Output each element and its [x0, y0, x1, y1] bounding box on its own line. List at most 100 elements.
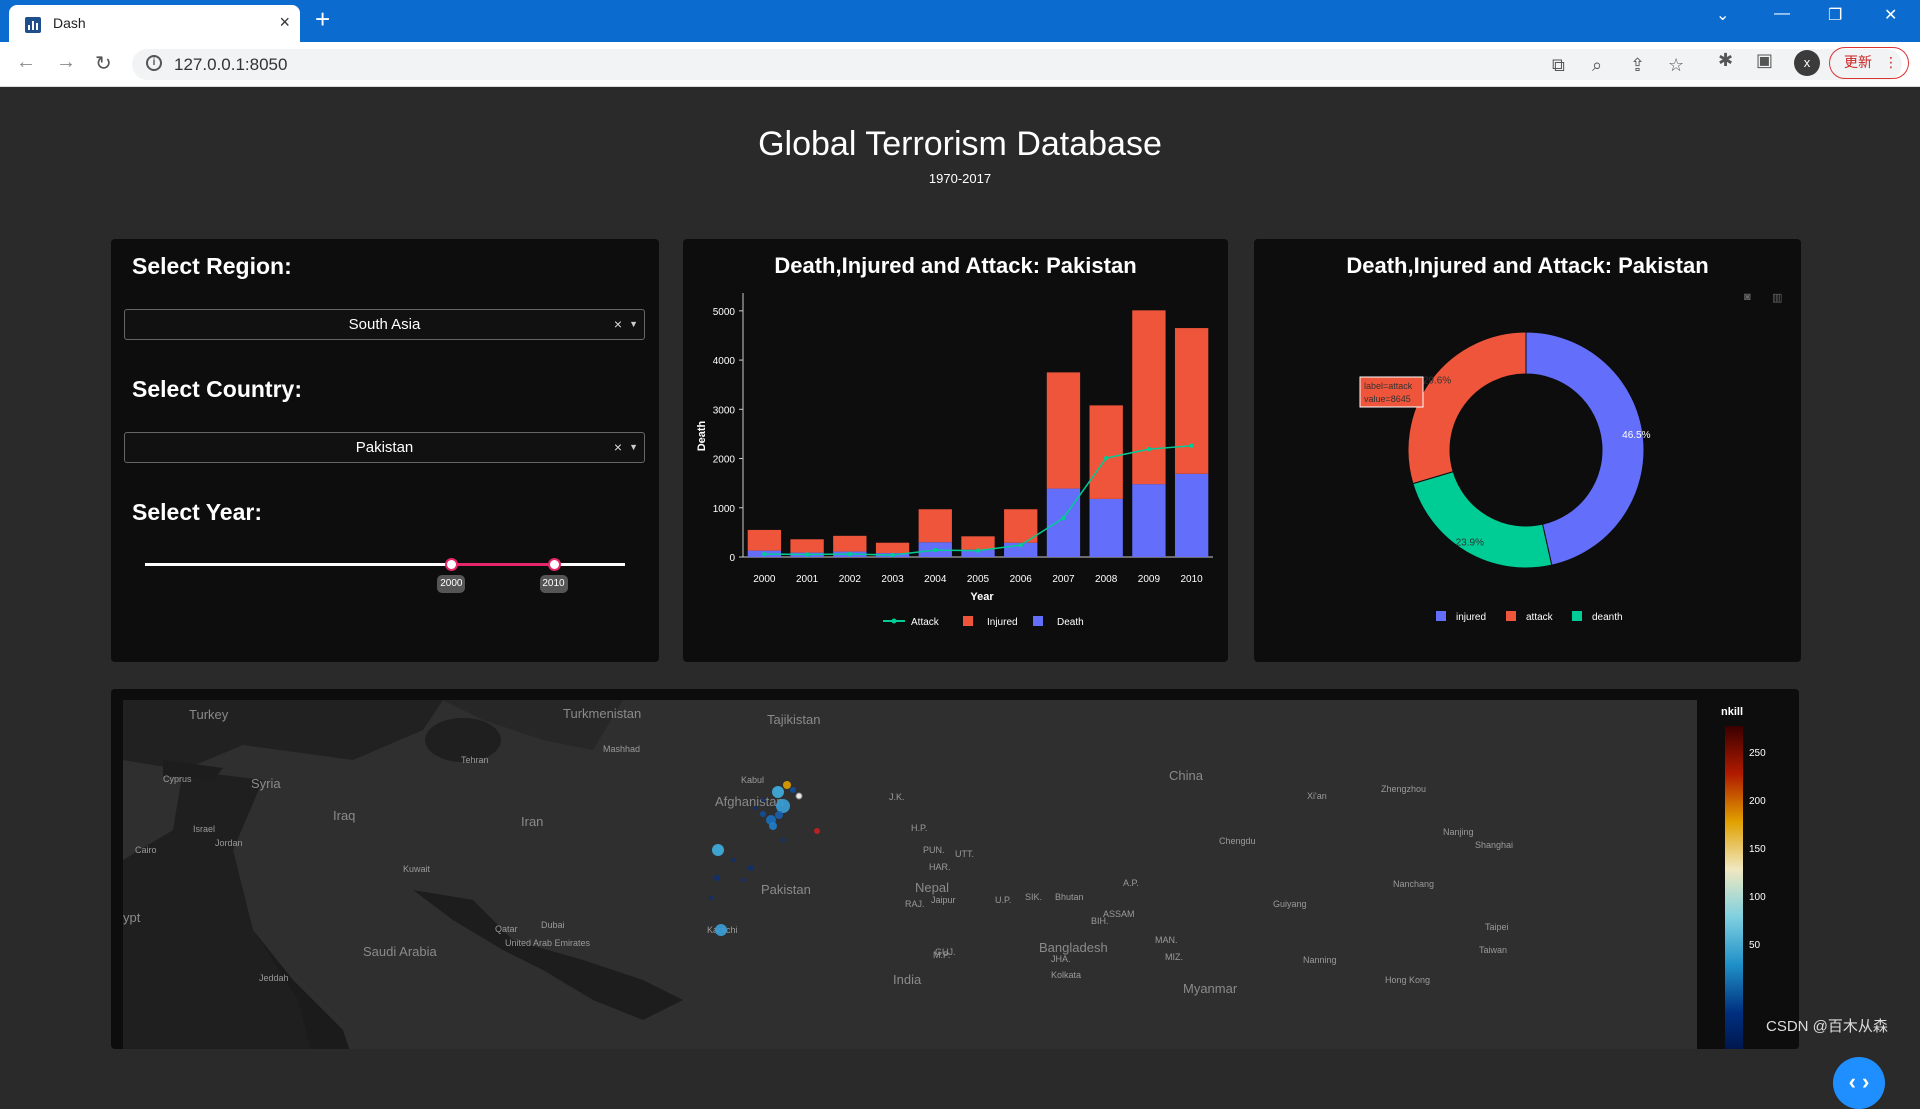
browser-tab[interactable]: Dash ×: [9, 5, 300, 42]
attack-point[interactable]: [712, 844, 724, 856]
close-window-button[interactable]: ✕: [1884, 7, 1898, 24]
minimize-button[interactable]: —: [1774, 5, 1790, 22]
forward-icon[interactable]: →: [56, 51, 76, 73]
site-info-icon[interactable]: i: [146, 55, 162, 71]
slider-handle-high[interactable]: [547, 558, 561, 571]
hover-tooltip: label=attack value=8645: [1359, 376, 1424, 408]
legend-swatch-injured[interactable]: [963, 616, 973, 626]
bar-injured[interactable]: [790, 539, 824, 553]
bookmark-star-icon[interactable]: ☆: [1668, 55, 1685, 75]
map-label: China: [1169, 768, 1203, 783]
attack-point[interactable]: [1103, 455, 1109, 461]
attack-point[interactable]: [748, 865, 754, 871]
bar-injured[interactable]: [918, 509, 952, 543]
attack-point[interactable]: [741, 878, 745, 882]
attack-point[interactable]: [890, 552, 895, 558]
attack-point[interactable]: [709, 896, 713, 900]
side-panel-icon[interactable]: ▣: [1756, 50, 1774, 70]
chevron-down-icon[interactable]: ▼: [629, 442, 638, 452]
tab-search-button[interactable]: ⌄: [1716, 7, 1730, 24]
page-subtitle: 1970-2017: [928, 171, 992, 186]
donut-slice-deanth[interactable]: [1412, 471, 1553, 569]
attack-point[interactable]: [731, 858, 735, 862]
reload-icon[interactable]: ↻: [95, 53, 112, 75]
extensions-icon[interactable]: ✱: [1718, 50, 1734, 70]
bar-death[interactable]: [961, 549, 995, 557]
attack-point[interactable]: [760, 811, 766, 817]
attack-point[interactable]: [1061, 515, 1066, 521]
bar-injured[interactable]: [833, 535, 867, 552]
chevron-down-icon[interactable]: ▼: [629, 319, 638, 329]
attack-point[interactable]: [776, 799, 790, 813]
year-heading: Select Year:: [132, 499, 263, 525]
attack-point[interactable]: [933, 547, 938, 553]
attack-point[interactable]: [1018, 542, 1023, 548]
x-tick-label: 2001: [796, 574, 819, 585]
zoom-icon[interactable]: ⌕: [1592, 55, 1603, 75]
attack-point[interactable]: [1146, 446, 1152, 452]
map-label: MAN.: [1155, 935, 1178, 945]
map-label: Kuwait: [403, 864, 431, 874]
camera-icon[interactable]: ◙: [1744, 291, 1751, 303]
slider-tooltip-low: 2000: [437, 575, 466, 593]
translate-icon[interactable]: ⧉: [1552, 55, 1565, 75]
colorbar-tick: 200: [1749, 796, 1766, 807]
attack-point[interactable]: [714, 875, 720, 881]
attack-point[interactable]: [775, 811, 783, 819]
attack-point[interactable]: [847, 551, 853, 557]
bar-injured[interactable]: [1004, 509, 1038, 543]
bar-injured[interactable]: [875, 542, 910, 554]
legend-swatch-death[interactable]: [1033, 616, 1043, 626]
attack-point[interactable]: [790, 787, 796, 793]
restore-button[interactable]: ❐: [1828, 7, 1843, 24]
bar-injured[interactable]: [747, 529, 782, 551]
new-tab-button[interactable]: +: [315, 4, 331, 34]
mapbox-map[interactable]: Turkey Turkmenistan Tajikistan Syria Iraq Ira…: [123, 700, 1697, 1049]
map-label: Nepal: [915, 880, 949, 895]
bar-injured[interactable]: [1132, 310, 1166, 485]
share-icon[interactable]: ⇪: [1630, 55, 1646, 75]
attack-point[interactable]: [715, 924, 727, 936]
attack-point[interactable]: [1189, 443, 1194, 448]
attack-point[interactable]: [761, 798, 765, 802]
clear-icon[interactable]: ×: [613, 439, 622, 455]
bar-death[interactable]: [1046, 488, 1081, 557]
url-text[interactable]: 127.0.0.1:8050: [174, 55, 288, 74]
attack-point[interactable]: [975, 548, 981, 553]
plotly-logo-icon[interactable]: ▥: [1772, 292, 1783, 304]
bar-injured[interactable]: [1046, 372, 1081, 489]
attack-point[interactable]: [781, 838, 785, 842]
bar-injured[interactable]: [1089, 405, 1123, 499]
attack-point[interactable]: [783, 781, 791, 789]
attack-point[interactable]: [814, 828, 820, 834]
address-bar[interactable]: i 127.0.0.1:8050 ⧉ ⌕ ⇪ ☆: [132, 49, 1902, 80]
tab-close-button[interactable]: ×: [279, 12, 290, 32]
legend-swatch-attack[interactable]: [1506, 611, 1516, 621]
map-label: Zhengzhou: [1381, 784, 1427, 794]
back-icon[interactable]: ←: [16, 51, 36, 73]
attack-point[interactable]: [753, 806, 757, 810]
profile-avatar[interactable]: x: [1794, 50, 1820, 76]
country-dropdown[interactable]: Pakistan × ▼: [124, 432, 645, 463]
donut-slice-attack[interactable]: [1407, 331, 1527, 485]
slider-handle-low[interactable]: [445, 558, 459, 571]
legend-swatch-injured[interactable]: [1436, 611, 1446, 621]
update-button[interactable]: 更新 ⋮: [1829, 47, 1909, 79]
donut-slice-injured[interactable]: [1525, 331, 1645, 566]
attack-point[interactable]: [762, 551, 767, 557]
bar-death[interactable]: [1132, 484, 1166, 557]
year-range-slider[interactable]: 2000 2010: [145, 558, 625, 613]
bar-injured[interactable]: [1174, 328, 1209, 474]
clear-icon[interactable]: ×: [613, 316, 622, 332]
region-dropdown[interactable]: South Asia × ▼: [124, 309, 645, 340]
map-label: Taiwan: [1479, 945, 1508, 955]
attack-point[interactable]: [795, 792, 803, 800]
bar-injured[interactable]: [961, 536, 995, 550]
legend-swatch-deanth[interactable]: [1572, 611, 1582, 621]
code-toggle-button[interactable]: ‹ ›: [1833, 1057, 1885, 1109]
attack-point[interactable]: [804, 552, 810, 557]
attack-point[interactable]: [769, 822, 777, 830]
bar-death[interactable]: [1174, 473, 1209, 557]
attack-point[interactable]: [772, 786, 784, 798]
bar-death[interactable]: [1089, 498, 1123, 557]
